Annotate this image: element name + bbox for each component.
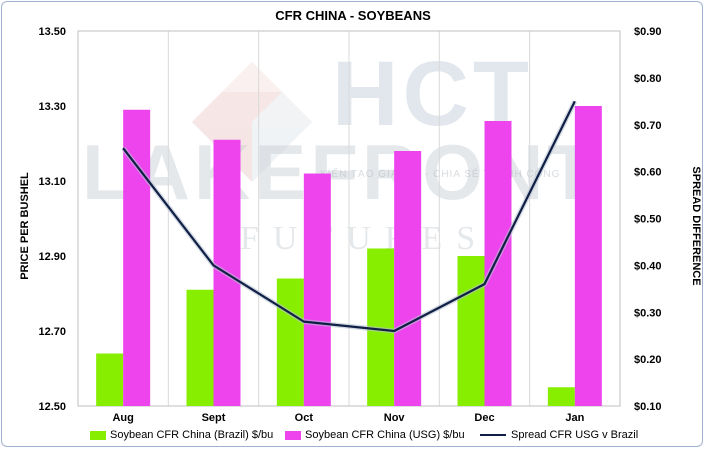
legend-item-usg: Soybean CFR China (USG) $/bu [285, 429, 465, 441]
legend-line-spread [480, 434, 506, 436]
y-tick-label-right: $0.40 [634, 260, 662, 272]
y-tick-label-left: 13.10 [38, 176, 66, 188]
plot-area [77, 30, 621, 407]
y-tick-label-right: $0.80 [634, 73, 662, 85]
x-tick-label: Dec [474, 412, 494, 424]
y-tick-label-left: 13.30 [38, 101, 66, 113]
y-tick-label-left: 12.70 [38, 326, 66, 338]
bar-usg [574, 106, 602, 406]
bar-brazil [186, 289, 214, 406]
y-tick-label-right: $0.90 [634, 26, 662, 38]
series-line-spread [122, 100, 576, 333]
y-tick-label-left: 13.50 [38, 26, 66, 38]
bar-brazil [547, 387, 575, 406]
legend-label-usg: Soybean CFR China (USG) $/bu [305, 429, 465, 441]
x-tick-label: Oct [295, 412, 314, 424]
bar-usg [484, 121, 512, 406]
y-tick-label-left: 12.50 [38, 401, 66, 413]
legend-swatch-brazil [90, 430, 106, 440]
legend: Soybean CFR China (Brazil) $/bu Soybean … [90, 429, 700, 445]
legend-item-brazil: Soybean CFR China (Brazil) $/bu [90, 429, 273, 441]
bar-brazil [276, 278, 304, 406]
bar-usg [303, 173, 331, 406]
bar-brazil [96, 353, 124, 406]
x-tick-label: Jan [565, 412, 584, 424]
watermark-sub: FUTURES [240, 220, 490, 257]
legend-label-spread: Spread CFR USG v Brazil [511, 429, 639, 441]
x-tick-label: Aug [112, 412, 133, 424]
legend-item-spread: Spread CFR USG v Brazil [480, 429, 638, 441]
x-tick-label: Nov [384, 412, 406, 424]
legend-label-brazil: Soybean CFR China (Brazil) $/bu [110, 429, 274, 441]
y-tick-label-right: $0.10 [634, 401, 662, 413]
y-tick-label-right: $0.60 [634, 167, 662, 179]
chart-title: CFR CHINA - SOYBEANS [275, 8, 431, 23]
bar-usg [123, 109, 151, 406]
y-tick-label-right: $0.70 [634, 120, 662, 132]
x-tick-label: Sept [202, 412, 226, 424]
y-tick-label-left: 12.90 [38, 251, 66, 263]
legend-swatch-usg [285, 430, 301, 440]
y-axis-label-right: SPREAD DIFFERENCE [690, 166, 702, 286]
bar-usg [394, 151, 422, 406]
y-tick-label-right: $0.50 [634, 214, 662, 226]
y-tick-label-right: $0.30 [634, 307, 662, 319]
bar-brazil [457, 256, 485, 406]
y-axis-label-left: PRICE PER BUSHEL [19, 172, 31, 280]
y-tick-label-right: $0.20 [634, 354, 662, 366]
